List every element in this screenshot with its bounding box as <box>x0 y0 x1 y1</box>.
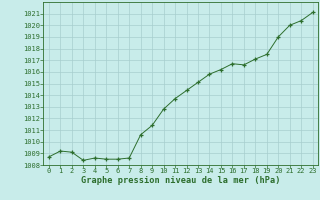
X-axis label: Graphe pression niveau de la mer (hPa): Graphe pression niveau de la mer (hPa) <box>81 176 281 185</box>
